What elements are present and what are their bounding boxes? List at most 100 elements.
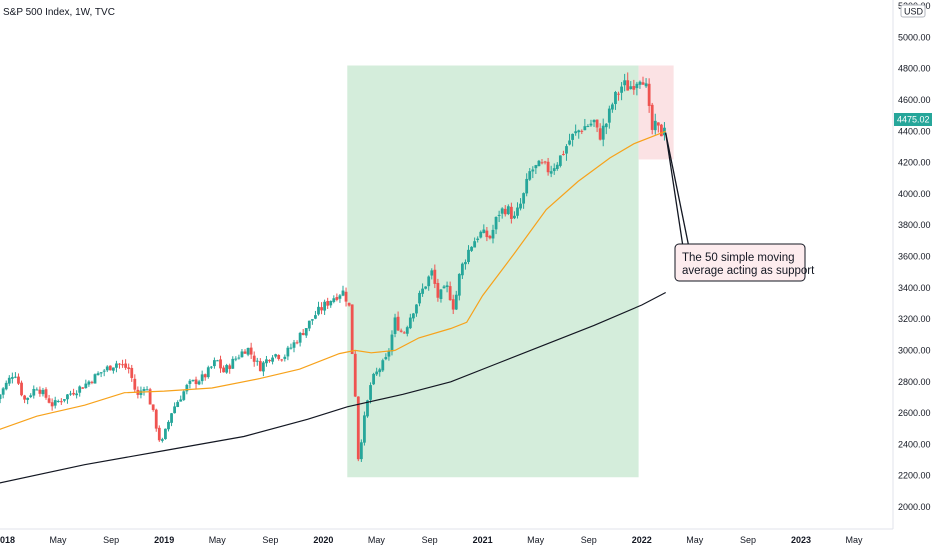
candle-body (565, 146, 568, 154)
candle-body (231, 358, 235, 369)
price-axis[interactable]: 2000.00 2200.00 2400.00 2600.00 2800.00 3000.… (898, 1, 931, 512)
currency-badge[interactable] (900, 4, 926, 18)
annotation-line-1: The 50 simple moving (682, 252, 795, 264)
candle-body (96, 373, 100, 376)
candle-body (604, 123, 608, 128)
candle-body (295, 342, 299, 344)
candle-body (433, 269, 437, 284)
candle-body (430, 270, 434, 276)
candle-body (105, 366, 109, 371)
candle-body (99, 372, 103, 374)
candle-body (427, 276, 431, 287)
candle-body (656, 122, 660, 126)
candle-body (620, 86, 623, 93)
candle-body (142, 389, 146, 391)
time-tick-label: May (686, 535, 704, 545)
candle-body (607, 108, 611, 123)
candle-body (460, 263, 464, 276)
candle-body (213, 360, 216, 367)
candle-body (121, 364, 124, 366)
candle-body (0, 394, 2, 400)
candle-body (552, 168, 556, 172)
candle-body (93, 374, 97, 384)
candle-body (258, 361, 262, 372)
time-axis[interactable]: 2018 May Sep 2019 May Sep 2020 May Sep 2021 May Sep… (0, 535, 863, 545)
candle-body (558, 155, 562, 166)
candle-body (66, 394, 69, 400)
candle-body (586, 125, 590, 127)
candle-body (329, 300, 333, 306)
candle-body (592, 119, 596, 123)
candle-body (173, 406, 177, 414)
candle-body (219, 359, 222, 369)
candle-body (485, 230, 489, 238)
candle-body (399, 330, 403, 332)
candle-body (653, 120, 657, 131)
candle-body (44, 389, 48, 398)
candle-body (222, 367, 225, 373)
candle-body (445, 285, 449, 288)
price-tick-label: 3800.00 (898, 220, 931, 230)
candle-body (436, 282, 440, 298)
candle-body (323, 301, 327, 311)
candle-body (632, 86, 636, 90)
candle-body (286, 347, 290, 357)
candle-body (601, 125, 605, 140)
candle-body (482, 229, 486, 233)
candle-body (363, 415, 366, 443)
candle-body (268, 359, 271, 362)
candle-body (641, 82, 645, 85)
candle-body (375, 371, 379, 375)
candle-body (629, 86, 633, 90)
candle-body (14, 376, 17, 378)
time-tick-label: 2018 (0, 535, 15, 545)
time-tick-label: May (368, 535, 386, 545)
candle-body (310, 319, 314, 321)
candle-body (111, 367, 115, 371)
candle-body (1, 388, 5, 395)
candle-body (412, 313, 415, 319)
candle-body (127, 367, 131, 370)
time-tick-label: May (527, 535, 545, 545)
candle-body (32, 388, 36, 396)
price-tick-label: 3000.00 (898, 345, 931, 355)
time-tick-label: 2022 (632, 535, 652, 545)
sma200-line (0, 291, 666, 484)
time-tick-label: Sep (262, 535, 278, 545)
candle-body (206, 367, 210, 378)
candle-body (580, 130, 584, 132)
candle-body (448, 286, 452, 301)
candle-body (160, 439, 164, 441)
candle-body (503, 208, 507, 215)
time-tick-label: May (845, 535, 863, 545)
candle-body (164, 428, 167, 440)
annotation-box (674, 243, 806, 282)
candle-body (589, 123, 593, 126)
candle-body (372, 373, 376, 385)
candle-body (647, 83, 651, 106)
candle-body (583, 126, 587, 131)
candle-body (418, 292, 421, 304)
candle-body (35, 389, 39, 391)
last-price-value: 4475.02 (897, 115, 930, 125)
price-tick-label: 2200.00 (898, 471, 931, 481)
candle-body (338, 295, 342, 299)
candle-body (304, 328, 308, 336)
candle-body (421, 288, 424, 294)
price-tick-label: 2600.00 (898, 408, 931, 418)
price-tick-label: 2000.00 (898, 502, 931, 512)
candle-body (644, 83, 648, 87)
candle-body (415, 304, 418, 314)
candle-body (59, 401, 63, 403)
candle-body (408, 317, 412, 329)
candle-body (470, 246, 473, 251)
time-tick-label: May (209, 535, 227, 545)
candle-body (442, 286, 446, 289)
candle-body (72, 392, 75, 395)
candle-body (176, 402, 180, 407)
candle-body (10, 377, 14, 379)
candle-body (650, 104, 654, 130)
candle-body (56, 401, 60, 403)
candle-body (659, 124, 663, 137)
